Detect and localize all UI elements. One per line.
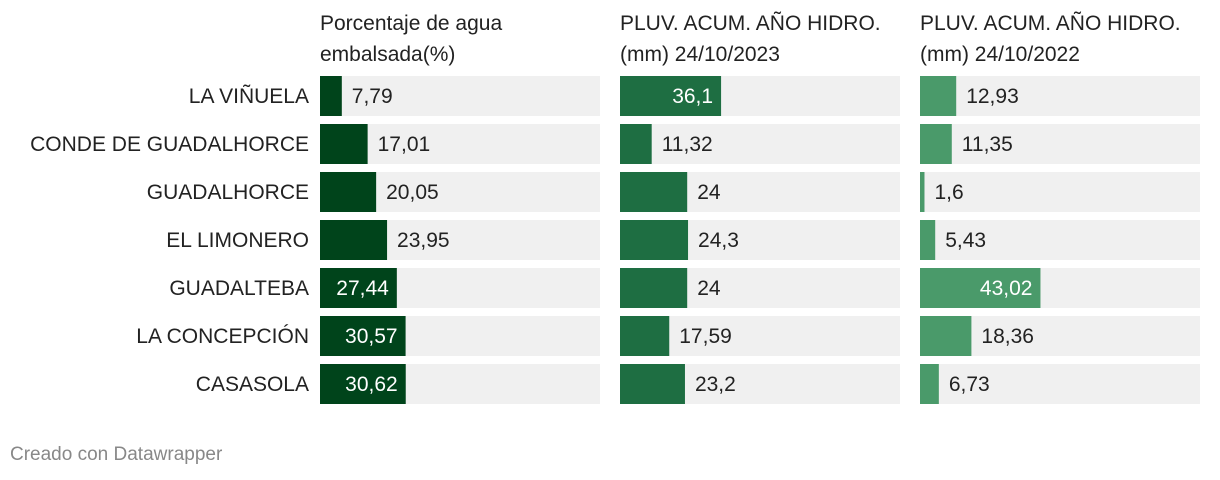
- column-title-3-line-1: PLUV. ACUM. AÑO HIDRO.: [920, 11, 1181, 35]
- bar-track: [920, 220, 1200, 260]
- bar: [620, 220, 689, 260]
- value-label: 7,79: [352, 85, 393, 108]
- value-label: 23,2: [695, 373, 736, 396]
- value-label: 5,43: [945, 229, 986, 252]
- column-title-3-line-2: (mm) 24/10/2022: [920, 43, 1080, 66]
- bar: [620, 364, 685, 404]
- bar: [920, 268, 1041, 308]
- value-label: 36,1: [672, 85, 713, 108]
- bar: [620, 268, 688, 308]
- bar: [320, 172, 377, 212]
- value-label: 30,62: [345, 373, 398, 396]
- bar-track: [920, 364, 1200, 404]
- value-label: 24,3: [698, 229, 739, 252]
- bar: [320, 220, 388, 260]
- bar: [620, 76, 722, 116]
- bar: [620, 124, 652, 164]
- row-label-guadalteba: GUADALTEBA: [169, 277, 309, 300]
- value-label: 27,44: [336, 277, 389, 300]
- row-label-conde-de-guadalhorce: CONDE DE GUADALHORCE: [30, 133, 309, 156]
- value-label: 43,02: [980, 277, 1033, 300]
- bar: [920, 220, 936, 260]
- value-label: 20,05: [386, 181, 439, 204]
- column-title-1-line-2: embalsada(%): [320, 43, 455, 66]
- row-label-guadalhorce: GUADALHORCE: [147, 181, 309, 204]
- bar-track: [920, 172, 1200, 212]
- column-title-1-line-1: Porcentaje de agua: [320, 12, 502, 35]
- credit-footer: Creado con Datawrapper: [10, 444, 223, 465]
- bar-track: [620, 124, 900, 164]
- bar: [920, 172, 925, 212]
- value-label: 18,36: [981, 325, 1034, 348]
- bar: [920, 124, 952, 164]
- column-title-2-line-2: (mm) 24/10/2023: [620, 43, 780, 66]
- column-title-2-line-1: PLUV. ACUM. AÑO HIDRO.: [620, 11, 881, 35]
- bar: [320, 268, 397, 308]
- row-label-casasola: CASASOLA: [196, 373, 309, 396]
- value-label: 17,01: [378, 133, 431, 156]
- value-label: 6,73: [949, 373, 990, 396]
- bar: [920, 76, 957, 116]
- bar: [320, 316, 406, 356]
- bar: [320, 124, 368, 164]
- bar: [320, 364, 406, 404]
- value-label: 11,35: [962, 133, 1013, 156]
- bar: [920, 364, 939, 404]
- value-label: 23,95: [397, 229, 450, 252]
- row-label-el-limonero: EL LIMONERO: [166, 229, 309, 252]
- bar-track: [320, 76, 600, 116]
- value-label: 24: [697, 277, 721, 300]
- value-label: 24: [697, 181, 721, 204]
- row-label-la-vinuela: LA VIÑUELA: [189, 84, 309, 108]
- bar: [320, 76, 342, 116]
- bar: [620, 172, 688, 212]
- bar-track: [920, 124, 1200, 164]
- row-label-la-concepcion: LA CONCEPCIÓN: [136, 325, 309, 348]
- value-label: 12,93: [966, 85, 1019, 108]
- bar-track: [920, 76, 1200, 116]
- bar: [620, 316, 670, 356]
- value-label: 11,32: [662, 133, 713, 156]
- value-label: 1,6: [934, 181, 963, 204]
- value-label: 30,57: [345, 325, 398, 348]
- bar-chart: LA VIÑUELA CONDE DE GUADALHORCE GUADALHORC…: [30, 11, 1200, 404]
- bar: [920, 316, 972, 356]
- value-label: 17,59: [679, 325, 732, 348]
